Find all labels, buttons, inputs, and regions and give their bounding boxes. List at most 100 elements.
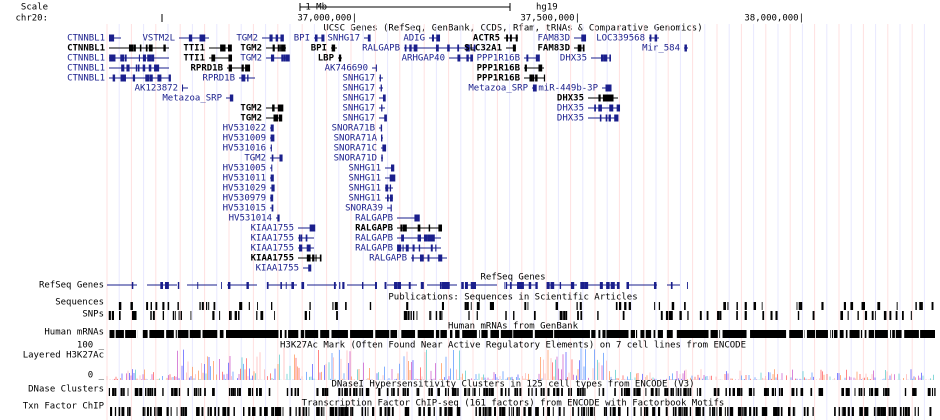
feature [444, 407, 447, 416]
feature [505, 282, 508, 289]
feature [491, 388, 494, 396]
feature [621, 388, 623, 396]
exon [245, 64, 249, 72]
feature [152, 311, 155, 320]
feature [915, 388, 917, 396]
feature [367, 407, 369, 416]
feature [729, 407, 732, 416]
gene-label: ARHGAP40 [402, 54, 445, 64]
feature [156, 407, 158, 416]
feature [289, 407, 292, 416]
feature [843, 302, 846, 310]
feature [278, 407, 281, 416]
scale-bar-label: 1 Mb [305, 3, 327, 13]
feature [858, 388, 861, 396]
feature [563, 407, 565, 416]
feature [547, 407, 549, 416]
gene-label: SNHG11 [348, 184, 381, 194]
track-side-label: Sequences [55, 298, 104, 308]
feature [792, 388, 794, 396]
feature [321, 407, 323, 416]
exon [529, 74, 533, 82]
feature [882, 407, 885, 416]
exon [473, 44, 476, 52]
gene-label: HV530979 [223, 194, 266, 204]
gene-label: miR-449b-3P [538, 84, 598, 94]
feature [324, 388, 327, 396]
feature [801, 388, 804, 396]
exon [135, 64, 138, 72]
feature [193, 388, 196, 396]
exon [126, 64, 129, 72]
feature [820, 388, 823, 396]
feature [234, 388, 236, 396]
feature [334, 407, 337, 416]
exon [229, 94, 234, 102]
feature [904, 407, 908, 416]
exon [385, 184, 389, 192]
exon [331, 44, 336, 52]
feature [697, 407, 700, 416]
exon [413, 44, 418, 52]
feature [266, 282, 269, 289]
feature [147, 388, 150, 396]
exon [600, 54, 604, 62]
exon [280, 34, 284, 42]
feature [341, 388, 343, 396]
feature [345, 407, 348, 416]
exon [594, 104, 596, 112]
feature [687, 388, 689, 396]
feature [131, 311, 134, 320]
feature [670, 388, 673, 396]
feature [716, 407, 718, 416]
feature [579, 302, 582, 310]
feature [187, 388, 189, 396]
feature [108, 311, 111, 320]
gene-label: TGM2 [240, 54, 262, 64]
feature [934, 388, 936, 396]
feature [859, 330, 861, 338]
exon [609, 94, 614, 102]
feature [540, 388, 543, 396]
feature [464, 388, 466, 396]
feature [489, 302, 493, 310]
gene-label: BPI [311, 44, 327, 54]
feature [699, 407, 701, 416]
feature [874, 388, 877, 396]
feature [764, 407, 767, 416]
feature [271, 407, 273, 416]
feature [719, 311, 722, 320]
exon [418, 244, 421, 252]
feature [671, 302, 675, 310]
feature [134, 388, 137, 396]
feature [777, 407, 780, 416]
exon [607, 94, 611, 102]
feature [219, 311, 221, 320]
feature [739, 407, 742, 416]
feature [576, 388, 580, 396]
feature [877, 388, 879, 396]
feature [753, 407, 756, 416]
feature [600, 282, 603, 289]
exon [272, 44, 275, 52]
feature [227, 407, 230, 416]
feature [653, 282, 657, 289]
feature [266, 407, 268, 416]
feature [841, 388, 844, 396]
exon [241, 64, 244, 72]
feature [518, 282, 523, 289]
gene-label: SLC32A1 [464, 44, 502, 54]
feature [736, 302, 738, 310]
feature [800, 302, 803, 310]
feature [305, 407, 308, 416]
feature [869, 388, 870, 396]
feature [399, 330, 402, 338]
gene-label: SNHG17 [342, 104, 375, 114]
exon [384, 114, 387, 122]
exon [430, 244, 433, 252]
gene-label: SNORA71B [332, 124, 375, 134]
feature [260, 311, 264, 320]
feature [724, 407, 726, 416]
feature [172, 311, 175, 320]
feature [686, 282, 688, 289]
